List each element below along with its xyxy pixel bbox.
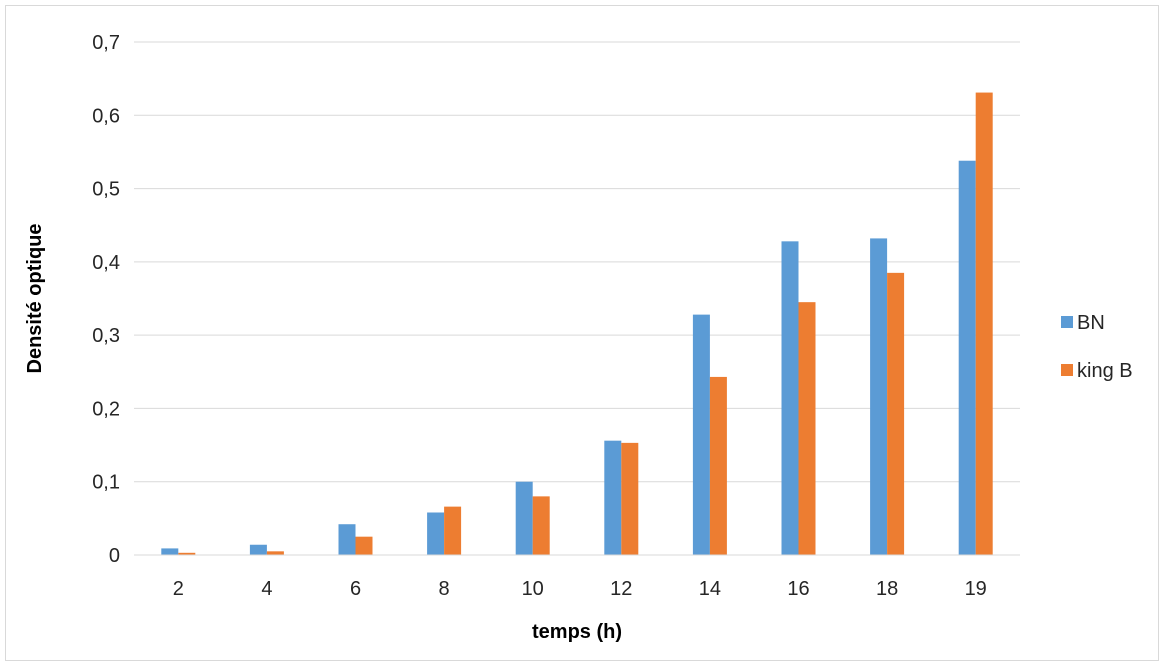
bar-bn <box>515 481 533 555</box>
x-tick-label: 16 <box>787 578 809 600</box>
bar-chart: 00,10,20,30,40,50,60,7 2 4 6 8 10 12 14 16 18 19 … <box>24 32 1133 643</box>
bar-bn <box>338 524 356 555</box>
bar-king-b <box>975 92 993 556</box>
y-tick-label: 0,1 <box>92 472 120 494</box>
bar-bn <box>870 238 888 556</box>
gridlines <box>134 41 1020 483</box>
bar-king-b <box>266 551 284 555</box>
chart-frame: 0 0,1 0,2 0,3 0,4 0,5 0,6 0,7 2 4 6 8 10 12 14 16 18 19 … <box>5 5 1159 661</box>
legend-label: BN <box>1077 312 1105 334</box>
bar-bn <box>427 512 445 555</box>
bar-king-b <box>621 442 639 555</box>
legend: BN king B <box>1061 312 1133 382</box>
x-tick-label: 10 <box>522 578 544 600</box>
y-tick-label: 0,2 <box>92 398 120 420</box>
bar-bn <box>249 544 267 555</box>
y-tick-labels: 0 0,1 0,2 0,3 0,4 0,5 0,6 0,7 <box>92 32 120 567</box>
x-tick-label: 12 <box>610 578 632 600</box>
bar-king-b <box>798 302 816 555</box>
x-tick-label: 14 <box>699 578 721 600</box>
bar-bn <box>692 314 710 555</box>
bar-king-b <box>444 506 462 555</box>
x-tick-label: 8 <box>439 578 450 600</box>
x-tick-labels: 2 4 6 8 10 12 14 16 18 19 <box>173 578 987 600</box>
x-axis-title: temps (h) <box>532 621 622 643</box>
bar-bn <box>161 548 179 555</box>
legend-swatch <box>1061 316 1073 328</box>
bar-bn <box>781 241 799 555</box>
bar-king-b <box>709 376 727 555</box>
y-tick-label: 0,7 <box>92 32 120 54</box>
bar-king-b <box>532 496 550 555</box>
legend-label: king B <box>1077 360 1133 382</box>
legend-swatch <box>1061 364 1073 376</box>
x-tick-label: 18 <box>876 578 898 600</box>
x-tick-label: 19 <box>965 578 987 600</box>
y-tick-label: 0,5 <box>92 179 120 201</box>
bar-king-b <box>887 272 905 555</box>
bar-king-b <box>355 536 373 555</box>
x-tick-label: 4 <box>261 578 272 600</box>
x-tick-label: 6 <box>350 578 361 600</box>
y-tick-label: 0,6 <box>92 105 120 127</box>
bar-bn <box>604 440 622 555</box>
y-tick-label: 0,4 <box>92 252 120 274</box>
y-axis-title: Densité optique <box>24 223 46 373</box>
bar-bn <box>958 160 976 556</box>
bars <box>161 92 993 556</box>
bar-king-b <box>178 552 196 555</box>
x-tick-label: 2 <box>173 578 184 600</box>
y-tick-label: 0 <box>109 545 120 567</box>
y-tick-label: 0,3 <box>92 325 120 347</box>
